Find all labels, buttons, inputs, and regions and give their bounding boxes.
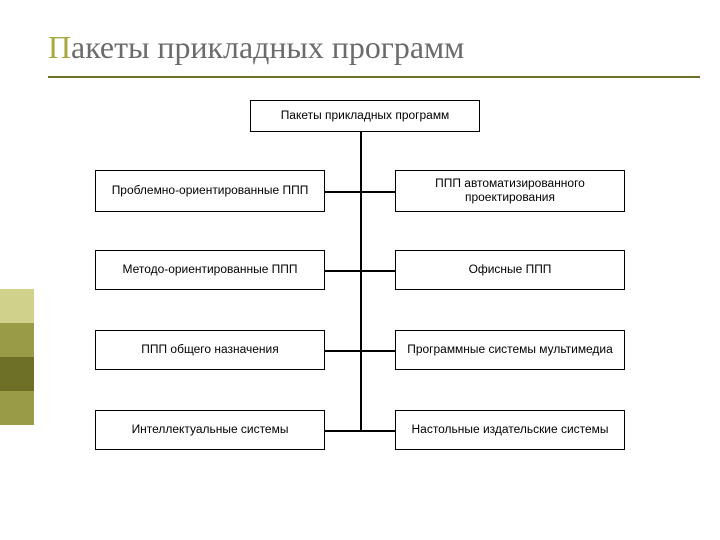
node-l2: Методо-ориентированные ППП bbox=[95, 250, 325, 290]
node-l3: ППП общего назначения bbox=[95, 330, 325, 370]
node-label: Интеллектуальные системы bbox=[132, 423, 289, 437]
sidebar-square bbox=[0, 357, 34, 391]
node-label: Программные системы мультимедиа bbox=[407, 343, 613, 357]
sidebar-square bbox=[0, 391, 34, 425]
slide-title: Пакеты прикладных программ bbox=[48, 30, 700, 66]
connector-spine bbox=[360, 132, 362, 430]
node-root: Пакеты прикладных программ bbox=[250, 100, 480, 132]
node-label: Офисные ППП bbox=[469, 263, 552, 277]
connector-branch bbox=[325, 191, 395, 193]
node-label: Проблемно-ориентированные ППП bbox=[112, 184, 309, 198]
slide-title-wrap: Пакеты прикладных программ bbox=[48, 30, 700, 66]
title-underline bbox=[48, 76, 700, 78]
node-r4: Настольные издательские системы bbox=[395, 410, 625, 450]
hierarchy-diagram: Пакеты прикладных программ Проблемно-орие… bbox=[60, 100, 680, 510]
node-r3: Программные системы мультимедиа bbox=[395, 330, 625, 370]
title-rest: акеты прикладных программ bbox=[71, 30, 464, 65]
node-label: Методо-ориентированные ППП bbox=[123, 263, 298, 277]
node-r1: ППП автоматизированного проектирования bbox=[395, 170, 625, 212]
node-r2: Офисные ППП bbox=[395, 250, 625, 290]
node-label: Настольные издательские системы bbox=[412, 423, 609, 437]
title-accent-letter: П bbox=[48, 30, 71, 65]
node-label: ППП автоматизированного проектирования bbox=[400, 177, 620, 205]
node-l1: Проблемно-ориентированные ППП bbox=[95, 170, 325, 212]
decorative-sidebar bbox=[0, 0, 34, 540]
sidebar-square bbox=[0, 323, 34, 357]
connector-branch bbox=[325, 270, 395, 272]
node-label: Пакеты прикладных программ bbox=[281, 109, 450, 123]
connector-branch bbox=[325, 350, 395, 352]
connector-branch bbox=[325, 430, 395, 432]
sidebar-square bbox=[0, 289, 34, 323]
node-l4: Интеллектуальные системы bbox=[95, 410, 325, 450]
node-label: ППП общего назначения bbox=[141, 343, 278, 357]
